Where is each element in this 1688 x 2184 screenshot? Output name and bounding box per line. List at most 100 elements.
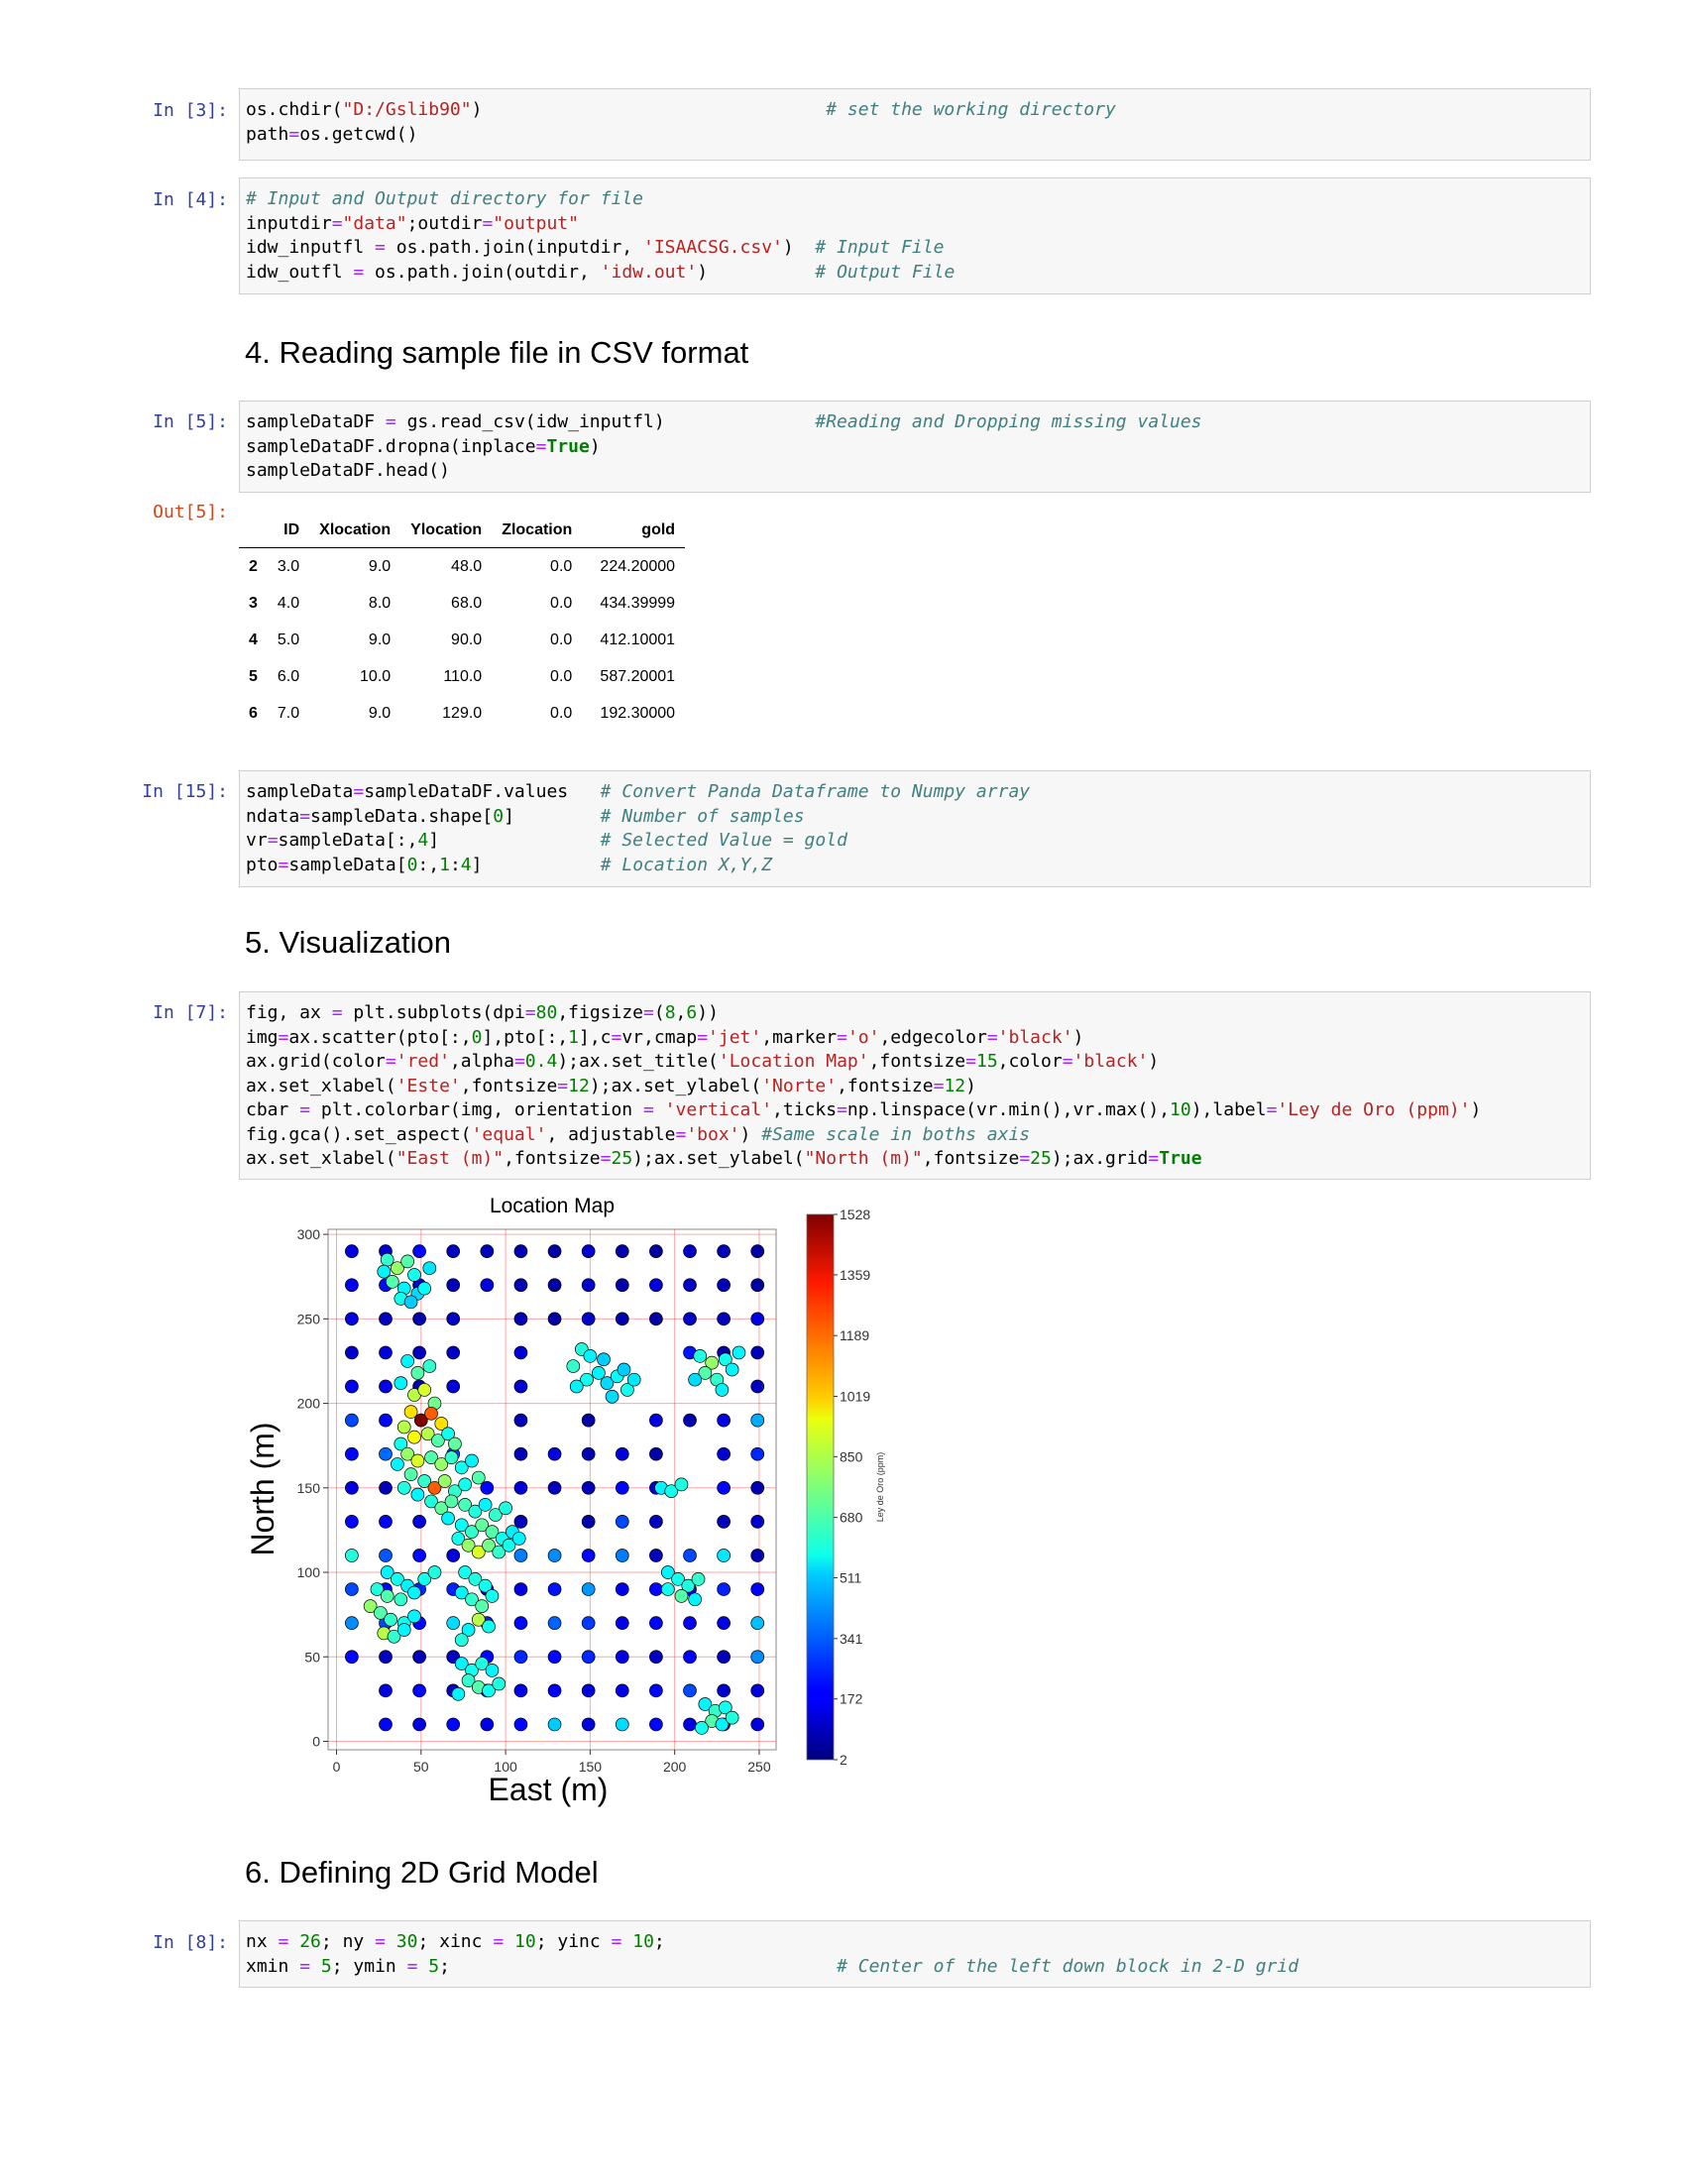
table-cell: 110.0 — [443, 667, 483, 685]
colorbar-tick-label: 1528 — [840, 1207, 870, 1222]
data-point — [379, 1683, 393, 1698]
data-point — [485, 1525, 500, 1539]
code-line: fig.gca().set_aspect('equal', adjustable… — [246, 1123, 1031, 1145]
data-point — [482, 1538, 496, 1552]
data-point — [683, 1549, 697, 1562]
section-heading-visualization: 5. Visualization — [245, 925, 451, 960]
data-point — [441, 1511, 455, 1526]
colorbar-ticks: 2 172 341 511 680 850 1019 1189 1359 1528 — [834, 1207, 870, 1768]
data-point — [674, 1589, 689, 1603]
data-point — [649, 1582, 663, 1596]
data-point — [717, 1278, 731, 1293]
x-tick-label: 200 — [663, 1759, 687, 1775]
y-tick-label: 150 — [297, 1480, 321, 1496]
code-line: vr=sampleData[:,4] # Selected Value = go… — [246, 830, 847, 851]
data-point — [420, 1427, 435, 1441]
data-point — [345, 1515, 359, 1529]
data-point — [581, 1650, 596, 1665]
code-cell-8[interactable]: nx = 26; ny = 30; xinc = 10; yinc = 10; … — [239, 1920, 1591, 1988]
data-point — [671, 1571, 685, 1586]
y-axis-ticks: 0 50 100 150 200 250 300 — [297, 1226, 328, 1749]
data-point — [750, 1278, 765, 1293]
chart-title: Location Map — [490, 1195, 615, 1217]
data-point — [396, 1480, 411, 1495]
data-point — [461, 1538, 476, 1552]
data-point — [681, 1578, 696, 1593]
data-point — [717, 1312, 731, 1326]
code-cell-15[interactable]: sampleData=sampleDataDF.values # Convert… — [239, 770, 1591, 887]
data-point — [451, 1686, 466, 1701]
data-point — [475, 1599, 490, 1613]
data-point — [705, 1355, 720, 1370]
data-point — [345, 1480, 359, 1495]
data-point — [448, 1437, 462, 1451]
data-point — [475, 1657, 490, 1670]
table-cell: 129.0 — [442, 704, 483, 722]
code-cell-7[interactable]: fig, ax = plt.subplots(dpi=80,figsize=(8… — [239, 991, 1591, 1180]
code-line: cbar = plt.colorbar(img, orientation = '… — [246, 1099, 1482, 1120]
data-point — [513, 1413, 528, 1428]
data-point — [437, 1474, 452, 1488]
row-index: 5 — [249, 667, 258, 685]
data-point — [683, 1650, 697, 1665]
data-point — [683, 1312, 697, 1326]
data-point — [649, 1717, 663, 1732]
code-line: sampleDataDF = gs.read_csv(idw_inputfl) … — [246, 411, 1202, 432]
code-cell-4[interactable]: # Input and Output directory for file in… — [239, 177, 1591, 294]
location-map-chart: Location Map 0 50 100 150 200 250 05010015020… — [245, 1195, 885, 1807]
data-point — [717, 1480, 731, 1495]
data-point — [547, 1446, 562, 1461]
data-point — [454, 1633, 469, 1648]
data-point — [695, 1720, 709, 1735]
data-point — [698, 1697, 713, 1711]
table-cell: 0.0 — [550, 557, 573, 575]
data-point — [480, 1480, 495, 1495]
data-point — [465, 1453, 479, 1468]
input-prompt-5: In [5]: — [153, 411, 228, 432]
data-point — [461, 1623, 476, 1637]
data-point — [715, 1383, 730, 1397]
data-point — [547, 1278, 562, 1293]
code-cell-3[interactable]: os.chdir("D:/Gslib90") # set the working… — [239, 88, 1591, 161]
code-cell-5[interactable]: sampleDataDF = gs.read_csv(idw_inputfl) … — [239, 401, 1591, 493]
data-point — [750, 1312, 765, 1326]
data-point — [649, 1312, 663, 1326]
data-point — [717, 1616, 731, 1631]
data-point — [458, 1477, 473, 1492]
data-point — [513, 1717, 528, 1732]
x-tick-label: 50 — [413, 1759, 429, 1775]
data-point — [547, 1650, 562, 1665]
data-point — [391, 1457, 404, 1471]
y-tick-label: 200 — [297, 1396, 321, 1412]
data-point — [427, 1480, 442, 1495]
data-point — [391, 1261, 404, 1276]
table-row: 2 3.0 9.0 48.0 0.0 224.20000 — [239, 548, 685, 586]
data-point — [750, 1345, 765, 1360]
data-point — [513, 1480, 528, 1495]
data-point — [380, 1589, 394, 1603]
table-cell: 0.0 — [550, 704, 573, 722]
section-heading-reading: 4. Reading sample file in CSV format — [245, 335, 749, 370]
data-point — [683, 1244, 697, 1259]
code-line: sampleData=sampleDataDF.values # Convert… — [246, 781, 1031, 802]
data-point — [617, 1362, 631, 1377]
data-point — [566, 1359, 581, 1373]
input-prompt-15: In [15]: — [142, 781, 228, 802]
data-point — [345, 1446, 359, 1461]
data-point — [750, 1446, 765, 1461]
table-cell: 412.10001 — [600, 631, 676, 648]
data-point — [615, 1616, 629, 1631]
column-header: gold — [582, 514, 686, 548]
data-point — [410, 1453, 425, 1468]
data-point — [407, 1268, 421, 1282]
table-cell: 7.0 — [277, 704, 300, 722]
data-point — [581, 1413, 596, 1428]
data-point — [581, 1312, 596, 1326]
data-point — [649, 1650, 663, 1665]
scatter-points — [345, 1244, 765, 1735]
colorbar-tick-label: 172 — [840, 1691, 863, 1707]
section-heading-grid-model: 6. Defining 2D Grid Model — [245, 1855, 599, 1890]
data-point — [750, 1549, 765, 1562]
data-point — [683, 1616, 697, 1631]
code-line: idw_outfl = os.path.join(outdir, 'idw.ou… — [246, 261, 956, 283]
